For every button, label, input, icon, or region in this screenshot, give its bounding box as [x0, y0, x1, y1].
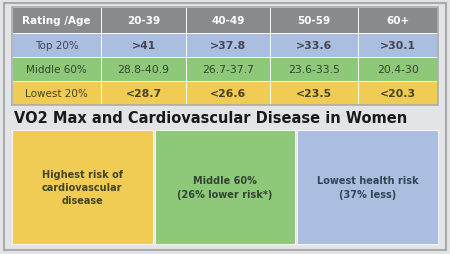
Bar [101, 8, 186, 34]
Text: 40-49: 40-49 [212, 16, 245, 26]
Text: Middle 60%
(26% lower risk*): Middle 60% (26% lower risk*) [177, 176, 273, 199]
Text: Lowest 20%: Lowest 20% [25, 89, 88, 99]
Bar [270, 8, 358, 34]
Text: Middle 60%: Middle 60% [27, 65, 87, 75]
Text: >37.8: >37.8 [210, 41, 246, 51]
Bar [101, 34, 186, 58]
Text: Top 20%: Top 20% [35, 41, 79, 51]
Text: 20.4-30: 20.4-30 [377, 65, 419, 75]
Bar [186, 58, 270, 82]
Text: 50-59: 50-59 [298, 16, 331, 26]
Text: VO2 Max and Cardiovascular Disease in Women: VO2 Max and Cardiovascular Disease in Wo… [14, 110, 407, 125]
Text: Highest risk of
cardiovascular
disease: Highest risk of cardiovascular disease [42, 169, 123, 205]
Text: <20.3: <20.3 [380, 89, 416, 99]
Bar [358, 82, 438, 106]
Bar [12, 58, 101, 82]
Bar [270, 82, 358, 106]
Bar [12, 131, 153, 244]
Bar [12, 34, 101, 58]
Text: <23.5: <23.5 [296, 89, 332, 99]
Bar [101, 58, 186, 82]
Bar [358, 8, 438, 34]
Bar [270, 34, 358, 58]
Text: Rating /Age: Rating /Age [22, 16, 91, 26]
Bar [101, 82, 186, 106]
Bar [297, 131, 438, 244]
Text: 26.7-37.7: 26.7-37.7 [202, 65, 254, 75]
Text: >33.6: >33.6 [296, 41, 333, 51]
Bar [12, 8, 438, 106]
Text: >41: >41 [131, 41, 156, 51]
Bar [12, 8, 101, 34]
Text: >30.1: >30.1 [380, 41, 416, 51]
Bar [186, 8, 270, 34]
Bar [12, 82, 101, 106]
Bar [186, 82, 270, 106]
Text: 60+: 60+ [387, 16, 410, 26]
Text: <28.7: <28.7 [126, 89, 162, 99]
Bar [358, 34, 438, 58]
Text: 20-39: 20-39 [127, 16, 160, 26]
Bar [358, 58, 438, 82]
Bar [186, 34, 270, 58]
Text: 23.6-33.5: 23.6-33.5 [288, 65, 340, 75]
Text: 28.8-40.9: 28.8-40.9 [117, 65, 170, 75]
Text: Lowest health risk
(37% less): Lowest health risk (37% less) [317, 176, 418, 199]
Bar [270, 58, 358, 82]
Bar [155, 131, 295, 244]
Text: <26.6: <26.6 [210, 89, 246, 99]
